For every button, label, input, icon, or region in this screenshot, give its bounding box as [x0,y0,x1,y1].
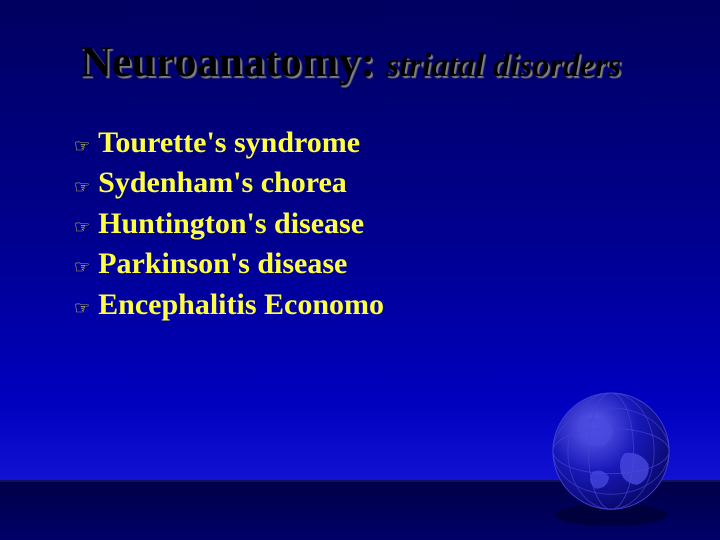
bullet-text: Sydenham's chorea [98,164,347,202]
pointing-hand-icon: ☞ [74,258,90,276]
list-item: ☞ Tourette's syndrome [74,124,384,162]
bullet-list: ☞ Tourette's syndrome ☞ Sydenham's chore… [74,124,384,326]
pointing-hand-icon: ☞ [74,299,90,317]
bullet-text: Encephalitis Economo [98,286,384,324]
list-item: ☞ Encephalitis Economo [74,286,384,324]
title-main: Neuroanatomy: [80,37,386,86]
list-item: ☞ Huntington's disease [74,205,384,243]
slide-title: Neuroanatomy: striatal disorders [80,36,621,87]
pointing-hand-icon: ☞ [74,218,90,236]
pointing-hand-icon: ☞ [74,178,90,196]
bullet-text: Huntington's disease [98,205,364,243]
bullet-text: Parkinson's disease [98,245,347,283]
list-item: ☞ Parkinson's disease [74,245,384,283]
title-subtitle: striatal disorders [386,47,621,84]
pointing-hand-icon: ☞ [74,137,90,155]
globe-icon [536,378,686,528]
bullet-text: Tourette's syndrome [98,124,360,162]
list-item: ☞ Sydenham's chorea [74,164,384,202]
